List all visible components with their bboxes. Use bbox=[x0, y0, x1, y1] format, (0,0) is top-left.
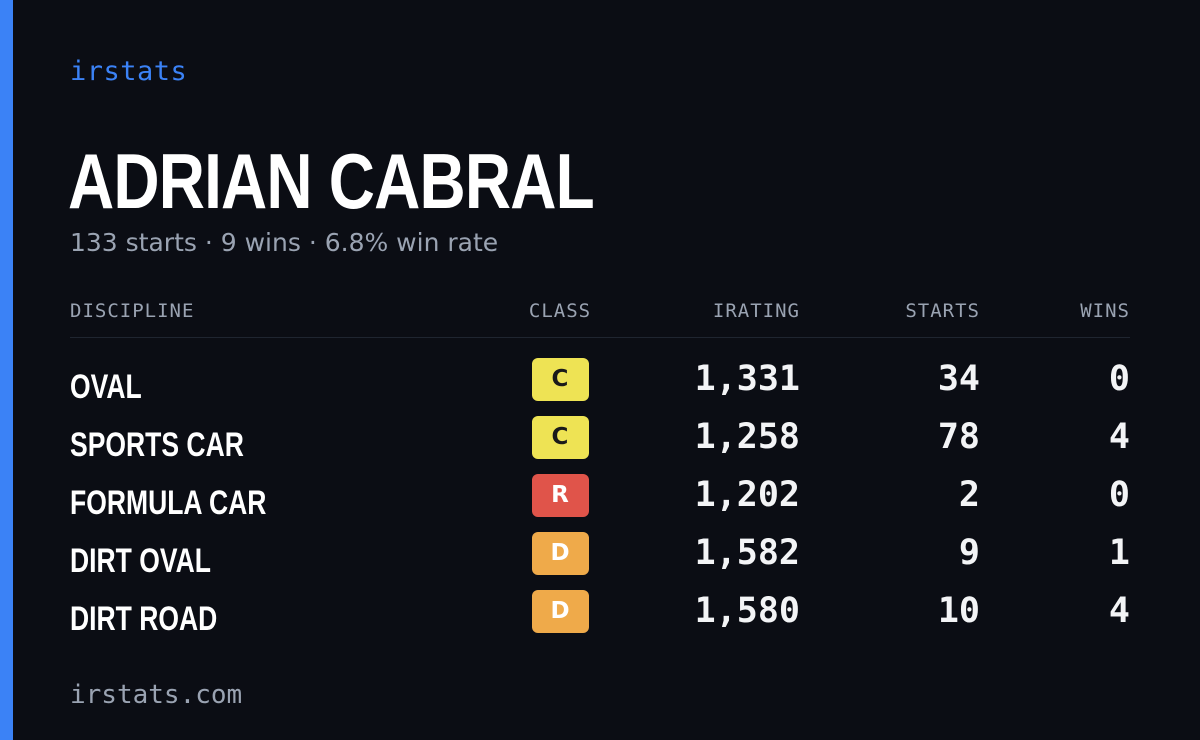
irating-value: 1,580 bbox=[694, 591, 800, 631]
header-wins: WINS bbox=[980, 296, 1130, 338]
starts-value: 10 bbox=[937, 591, 980, 631]
discipline-name: OVAL bbox=[70, 367, 142, 406]
table-row: DIRT OVAL D 1,582 9 1 bbox=[70, 527, 1130, 585]
irating-value: 1,258 bbox=[694, 417, 800, 457]
wins-value: 4 bbox=[1108, 591, 1130, 631]
table-row: DIRT ROAD D 1,580 10 4 bbox=[70, 585, 1130, 643]
discipline-name: DIRT OVAL bbox=[70, 541, 211, 580]
table-row: SPORTS CAR C 1,258 78 4 bbox=[70, 411, 1130, 469]
starts-value: 78 bbox=[937, 417, 980, 457]
footer-url[interactable]: irstats.com bbox=[70, 680, 243, 710]
wins-value: 1 bbox=[1108, 533, 1130, 573]
header-irating: IRATING bbox=[610, 296, 800, 338]
irating-value: 1,331 bbox=[694, 359, 800, 400]
starts-value: 9 bbox=[958, 533, 980, 573]
license-class-badge: R bbox=[531, 473, 589, 517]
starts-value: 34 bbox=[937, 359, 980, 400]
table-row: FORMULA CAR R 1,202 2 0 bbox=[70, 469, 1130, 527]
license-class-badge: C bbox=[531, 415, 589, 459]
license-class-badge: C bbox=[531, 357, 589, 401]
wins-value: 0 bbox=[1108, 359, 1130, 400]
discipline-name: DIRT ROAD bbox=[70, 599, 218, 638]
driver-summary: 133 starts · 9 wins · 6.8% win rate bbox=[70, 228, 499, 257]
header-starts: STARTS bbox=[800, 296, 980, 338]
stats-table: DISCIPLINE CLASS IRATING STARTS WINS OVA… bbox=[70, 296, 1130, 643]
header-discipline: DISCIPLINE bbox=[70, 296, 510, 338]
table-header-row: DISCIPLINE CLASS IRATING STARTS WINS bbox=[70, 296, 1130, 338]
wins-value: 0 bbox=[1108, 475, 1130, 515]
discipline-name: SPORTS CAR bbox=[70, 425, 244, 464]
header-class: CLASS bbox=[510, 296, 610, 338]
brand-logo: irstats bbox=[70, 56, 188, 87]
license-class-badge: D bbox=[531, 531, 589, 575]
irating-value: 1,202 bbox=[694, 475, 800, 515]
license-class-badge: D bbox=[531, 589, 589, 633]
driver-name: ADRIAN CABRAL bbox=[68, 137, 595, 225]
starts-value: 2 bbox=[958, 475, 980, 515]
irating-value: 1,582 bbox=[694, 533, 800, 573]
table-row: OVAL C 1,331 34 0 bbox=[70, 337, 1130, 411]
discipline-name: FORMULA CAR bbox=[70, 483, 267, 522]
accent-bar bbox=[0, 0, 13, 740]
wins-value: 4 bbox=[1108, 417, 1130, 457]
